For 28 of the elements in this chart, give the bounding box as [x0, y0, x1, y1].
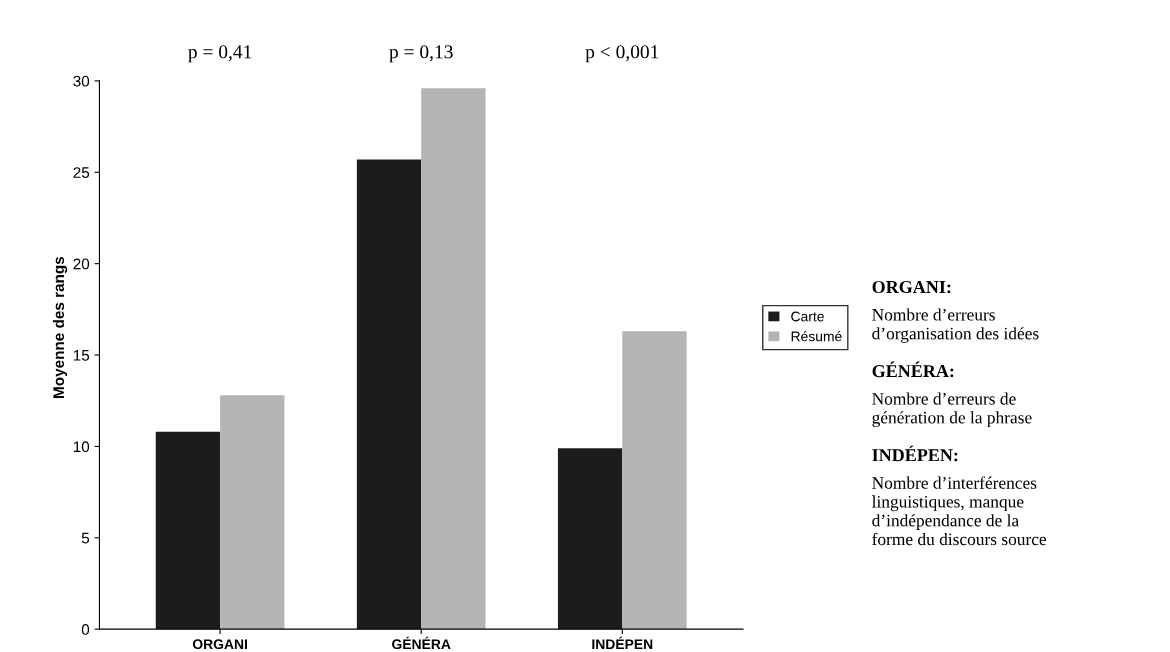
bar: [220, 395, 285, 630]
x-tick-label: INDÉPEN: [592, 636, 653, 649]
legend-label: Carte: [791, 311, 824, 322]
legend-label: Résumé: [791, 330, 842, 342]
y-tick-label: 25: [73, 167, 90, 178]
y-tick-label: 20: [73, 258, 90, 270]
text: p = 0,13: [389, 45, 453, 63]
text: INDÉPEN:: [872, 445, 958, 462]
text: Nombre d’erreurs de génération de la phrase: [872, 392, 1032, 428]
bar: [421, 88, 486, 630]
text: p < 0,001: [585, 45, 659, 63]
x-tick-label: ORGANI: [192, 639, 247, 650]
bar: [356, 159, 422, 630]
y-tick-label: 30: [73, 75, 90, 87]
bar: [155, 431, 221, 630]
bar: [557, 448, 623, 630]
x-tick-label: GÉNÉRA: [392, 636, 451, 650]
y-axis-title: Moyenne des rangs: [52, 256, 68, 398]
bar: [622, 331, 687, 630]
y-tick-label: 0: [81, 624, 90, 635]
text: Nombre d’interférences linguistiques, manque d’indépendance de la forme du discours source: [872, 476, 1047, 546]
text: ORGANI:: [872, 280, 951, 294]
y-tick-label: 15: [73, 350, 90, 361]
y-tick-label: 5: [81, 532, 90, 544]
text: GÉNÉRA:: [872, 361, 954, 378]
text: p = 0,41: [188, 45, 252, 63]
text: Nombre d’erreurs d’organisation des idées: [872, 308, 1039, 343]
y-tick-label: 10: [73, 441, 90, 453]
